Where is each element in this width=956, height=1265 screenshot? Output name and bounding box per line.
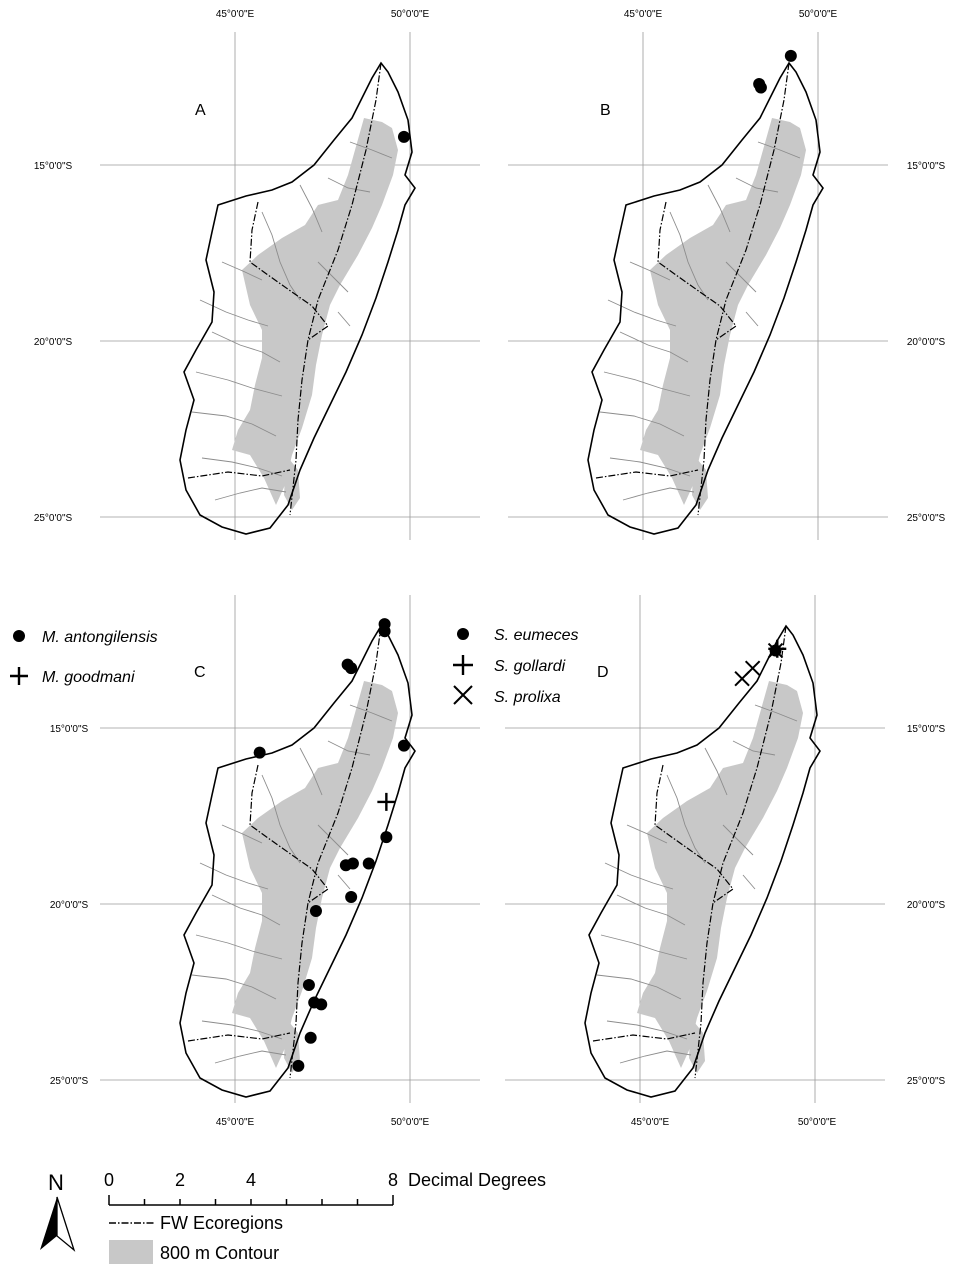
lon-label: 50°0'0"E [391,1117,430,1128]
map-panel-b: 45°0'0"E 50°0'0"E 15°0'0"S 20°0'0"S 25°0… [508,9,946,540]
panel-letter: C [194,664,206,681]
occurrence-markers [397,130,410,143]
occurrence-cross-marker [734,671,750,687]
panel-letter: A [195,102,206,119]
occurrence-markers [753,49,797,94]
graticule [505,595,885,1103]
madagascar-map [587,62,824,535]
map-legend: FW Ecoregions 800 m Contour [109,1213,283,1264]
lon-label: 50°0'0"E [798,1117,837,1128]
occurrence-dot-marker [346,857,359,870]
graticule [100,595,480,1103]
occurrence-dot-marker [304,1031,317,1044]
lat-label: 25°0'0"S [50,1076,89,1087]
occurrence-dot-marker [784,49,797,62]
occurrence-markers [734,639,787,687]
contour-swatch [109,1240,153,1264]
legend-plus-marker [10,667,28,685]
panel-letter: B [600,102,611,119]
lat-label: 25°0'0"S [34,513,73,524]
lat-label: 20°0'0"S [907,337,946,348]
legend-label: S. eumeces [494,627,578,644]
species-legend-c: M. antongilensis M. goodmani [10,629,158,686]
occurrence-markers [253,618,410,1072]
map-panel-c: 45°0'0"E 50°0'0"E 15°0'0"S 20°0'0"S 25°0… [10,595,480,1128]
occurrence-dot-marker [315,998,328,1011]
scale-tick-label: 2 [175,1170,185,1190]
lon-label: 45°0'0"E [216,9,255,20]
lat-label: 15°0'0"S [34,161,73,172]
madagascar-map [584,625,821,1098]
occurrence-dot-marker [397,739,410,752]
scale-tick-label: 8 [388,1170,398,1190]
lat-label: 20°0'0"S [34,337,73,348]
occurrence-dot-marker [253,746,266,759]
lat-label: 15°0'0"S [50,724,89,735]
legend-cross-marker [453,685,473,705]
occurrence-dot-marker [378,618,391,631]
occurrence-dot-marker [309,905,322,918]
madagascar-map [179,62,416,535]
occurrence-dot-marker [380,831,393,844]
lon-label: 45°0'0"E [216,1117,255,1128]
species-legend-d: S. eumeces S. gollardi S. prolixa [453,627,578,706]
legend-label: 800 m Contour [160,1243,279,1263]
lat-label: 20°0'0"S [907,900,946,911]
lon-label: 50°0'0"E [391,9,430,20]
scale-tick-label: 0 [104,1170,114,1190]
occurrence-cross-marker [767,642,784,659]
occurrence-dot-marker [345,662,358,675]
north-arrow-label: N [48,1170,64,1195]
occurrence-dot-marker [292,1059,305,1072]
graticule [100,32,480,540]
lat-label: 20°0'0"S [50,900,89,911]
madagascar-map [179,625,416,1098]
occurrence-dot-marker [754,81,767,94]
panel-letter: D [597,664,609,681]
lon-label: 45°0'0"E [631,1117,670,1128]
map-panel-d: 45°0'0"E 50°0'0"E 15°0'0"S 20°0'0"S 25°0… [505,595,946,1128]
legend-label: FW Ecoregions [160,1213,283,1233]
legend-label: S. prolixa [494,689,561,706]
lat-label: 25°0'0"S [907,1076,946,1087]
legend-label: S. gollardi [494,658,566,675]
legend-label: M. goodmani [42,669,135,686]
legend-label: M. antongilensis [42,629,158,646]
north-arrow-icon [40,1196,76,1252]
occurrence-dot-marker [397,130,410,143]
lon-label: 50°0'0"E [799,9,838,20]
legend-plus-marker [453,655,473,675]
lon-label: 45°0'0"E [624,9,663,20]
legend-dot-marker [457,628,469,640]
lat-label: 25°0'0"S [907,513,946,524]
scale-tick-label: 4 [246,1170,256,1190]
lat-label: 15°0'0"S [907,161,946,172]
legend-dot-marker [13,630,25,642]
occurrence-plus-marker [377,792,396,811]
map-panel-a: 45°0'0"E 50°0'0"E 15°0'0"S 20°0'0"S 25°0… [34,9,480,540]
lat-label: 15°0'0"S [907,724,946,735]
occurrence-dot-marker [345,890,358,903]
scale-unit-label: Decimal Degrees [408,1170,546,1190]
occurrence-dot-marker [362,857,375,870]
scale-bar: 0 2 4 8 Decimal Degrees [104,1170,546,1206]
occurrence-dot-marker [302,978,315,991]
